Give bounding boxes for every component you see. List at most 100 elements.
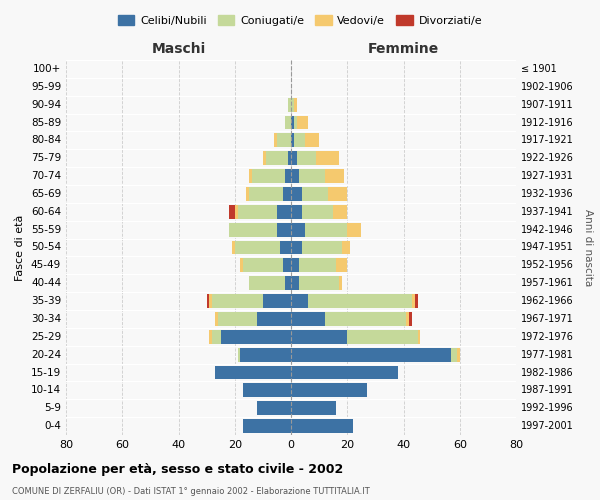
Legend: Celibi/Nubili, Coniugati/e, Vedovi/e, Divorziati/e: Celibi/Nubili, Coniugati/e, Vedovi/e, Di… — [113, 10, 487, 30]
Bar — [308, 294, 412, 308]
Bar — [249, 169, 251, 183]
Bar — [291, 384, 367, 398]
Bar — [299, 169, 325, 183]
Bar — [215, 366, 291, 380]
Bar — [325, 169, 344, 183]
Bar — [291, 258, 299, 272]
Bar — [291, 401, 336, 415]
Bar — [328, 187, 347, 201]
Bar — [291, 366, 398, 380]
Bar — [302, 240, 341, 254]
Bar — [243, 384, 291, 398]
Bar — [333, 205, 347, 219]
Bar — [288, 151, 291, 165]
Bar — [294, 116, 296, 130]
Bar — [249, 187, 283, 201]
Bar — [286, 276, 291, 290]
Bar — [288, 98, 291, 112]
Bar — [291, 276, 299, 290]
Bar — [263, 294, 291, 308]
Bar — [229, 205, 235, 219]
Bar — [291, 419, 353, 433]
Bar — [418, 330, 421, 344]
Bar — [257, 312, 291, 326]
Bar — [246, 187, 249, 201]
Bar — [291, 134, 294, 147]
Bar — [263, 151, 266, 165]
Bar — [291, 98, 294, 112]
Bar — [336, 258, 347, 272]
Bar — [325, 312, 406, 326]
Bar — [241, 348, 291, 362]
Bar — [302, 187, 328, 201]
Bar — [291, 116, 294, 130]
Bar — [457, 348, 460, 362]
Bar — [229, 222, 277, 236]
Bar — [274, 134, 277, 147]
Bar — [277, 222, 291, 236]
Bar — [215, 312, 218, 326]
Bar — [257, 401, 291, 415]
Bar — [277, 134, 291, 147]
Bar — [286, 116, 291, 130]
Bar — [251, 169, 286, 183]
Bar — [339, 276, 341, 290]
Bar — [291, 294, 308, 308]
Bar — [241, 258, 243, 272]
Bar — [218, 312, 257, 326]
Bar — [206, 294, 209, 308]
Bar — [291, 205, 302, 219]
Bar — [212, 330, 221, 344]
Bar — [299, 276, 339, 290]
Bar — [283, 187, 291, 201]
Text: COMUNE DI ZERFALIU (OR) - Dati ISTAT 1° gennaio 2002 - Elaborazione TUTTITALIA.I: COMUNE DI ZERFALIU (OR) - Dati ISTAT 1° … — [12, 488, 370, 496]
Bar — [238, 205, 277, 219]
Bar — [412, 294, 415, 308]
Bar — [347, 330, 418, 344]
Y-axis label: Anni di nascita: Anni di nascita — [583, 209, 593, 286]
Bar — [277, 205, 291, 219]
Bar — [291, 348, 451, 362]
Bar — [235, 240, 280, 254]
Bar — [302, 205, 333, 219]
Bar — [291, 330, 347, 344]
Bar — [266, 151, 288, 165]
Bar — [280, 240, 291, 254]
Bar — [409, 312, 412, 326]
Bar — [291, 151, 296, 165]
Bar — [235, 205, 238, 219]
Bar — [294, 98, 296, 112]
Bar — [299, 258, 336, 272]
Y-axis label: Fasce di età: Fasce di età — [16, 214, 25, 280]
Bar — [347, 222, 361, 236]
Bar — [415, 294, 418, 308]
Text: Maschi: Maschi — [151, 42, 206, 56]
Bar — [291, 169, 299, 183]
Bar — [296, 151, 316, 165]
Bar — [305, 222, 347, 236]
Bar — [406, 312, 409, 326]
Bar — [249, 276, 286, 290]
Bar — [238, 348, 241, 362]
Bar — [243, 258, 283, 272]
Bar — [232, 240, 235, 254]
Bar — [209, 294, 212, 308]
Bar — [291, 222, 305, 236]
Text: Femmine: Femmine — [368, 42, 439, 56]
Text: Popolazione per età, sesso e stato civile - 2002: Popolazione per età, sesso e stato civil… — [12, 462, 343, 475]
Bar — [451, 348, 457, 362]
Bar — [209, 330, 212, 344]
Bar — [294, 134, 305, 147]
Bar — [291, 240, 302, 254]
Bar — [286, 169, 291, 183]
Bar — [221, 330, 291, 344]
Bar — [291, 187, 302, 201]
Bar — [305, 134, 319, 147]
Bar — [283, 258, 291, 272]
Bar — [291, 312, 325, 326]
Bar — [243, 419, 291, 433]
Bar — [212, 294, 263, 308]
Bar — [341, 240, 350, 254]
Bar — [296, 116, 308, 130]
Bar — [316, 151, 339, 165]
